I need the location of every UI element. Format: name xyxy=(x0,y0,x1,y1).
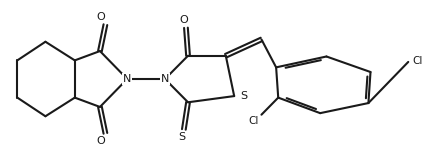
Text: N: N xyxy=(161,74,169,84)
Text: N: N xyxy=(123,74,131,84)
Text: O: O xyxy=(179,15,188,25)
Text: Cl: Cl xyxy=(412,56,423,66)
Text: O: O xyxy=(97,12,106,22)
Text: Cl: Cl xyxy=(249,116,259,126)
Text: S: S xyxy=(240,91,247,101)
Text: S: S xyxy=(178,132,185,142)
Text: O: O xyxy=(97,136,106,146)
